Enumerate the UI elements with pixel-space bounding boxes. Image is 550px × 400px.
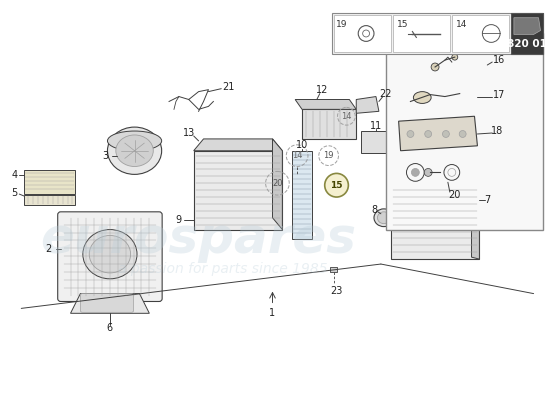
Bar	[24, 195, 75, 205]
Bar	[334, 15, 390, 52]
Bar	[386, 32, 543, 230]
Bar	[329, 267, 337, 272]
Text: 820 01: 820 01	[507, 39, 547, 49]
Text: 23: 23	[331, 286, 343, 296]
Text: 16: 16	[493, 55, 505, 65]
Circle shape	[431, 63, 439, 71]
Text: a passion for parts since 1985: a passion for parts since 1985	[118, 262, 328, 276]
Bar	[452, 15, 509, 52]
Text: 14: 14	[292, 151, 302, 160]
FancyBboxPatch shape	[58, 212, 162, 302]
Text: eurospares: eurospares	[41, 216, 356, 264]
Bar	[302, 109, 356, 139]
Polygon shape	[70, 294, 150, 313]
Ellipse shape	[374, 209, 394, 227]
Bar	[393, 15, 450, 52]
Ellipse shape	[414, 92, 431, 104]
Bar	[511, 13, 543, 54]
Text: 22: 22	[379, 88, 392, 98]
Text: 10: 10	[296, 140, 308, 150]
Ellipse shape	[89, 236, 130, 273]
Text: 11: 11	[370, 121, 382, 131]
Text: 20: 20	[449, 190, 461, 200]
Polygon shape	[399, 116, 477, 151]
Text: 13: 13	[183, 128, 195, 138]
Text: 14: 14	[456, 20, 468, 29]
Text: 19: 19	[323, 151, 334, 160]
Text: 6: 6	[107, 323, 113, 333]
Bar	[24, 170, 75, 194]
Text: 15: 15	[331, 181, 343, 190]
Text: 15: 15	[397, 20, 408, 29]
Circle shape	[424, 168, 432, 176]
Ellipse shape	[116, 135, 153, 166]
Text: 19: 19	[336, 20, 347, 29]
Polygon shape	[514, 18, 541, 34]
Circle shape	[407, 130, 414, 138]
Ellipse shape	[107, 131, 162, 151]
Bar	[390, 185, 480, 259]
Text: 12: 12	[316, 85, 328, 95]
FancyBboxPatch shape	[80, 294, 134, 312]
Text: 8: 8	[371, 205, 377, 215]
Text: 17: 17	[493, 90, 505, 100]
Text: 1: 1	[270, 308, 276, 318]
Polygon shape	[295, 100, 356, 109]
Text: 4: 4	[12, 170, 18, 180]
Text: 3: 3	[102, 151, 108, 161]
Polygon shape	[390, 175, 480, 185]
Text: 7: 7	[484, 195, 491, 205]
Text: 9: 9	[176, 215, 182, 225]
Polygon shape	[272, 139, 282, 230]
Text: 18: 18	[491, 126, 503, 136]
Polygon shape	[194, 139, 282, 151]
Bar	[194, 151, 282, 230]
Circle shape	[425, 130, 432, 138]
Circle shape	[452, 54, 458, 60]
Text: 2: 2	[46, 244, 52, 254]
Circle shape	[442, 130, 449, 138]
Ellipse shape	[377, 212, 390, 224]
Text: 21: 21	[222, 82, 234, 92]
Text: 20: 20	[272, 179, 283, 188]
Bar	[332, 13, 543, 54]
Polygon shape	[471, 175, 480, 259]
Text: 14: 14	[341, 112, 351, 121]
Text: 5: 5	[11, 188, 18, 198]
Circle shape	[459, 130, 466, 138]
Circle shape	[324, 173, 348, 197]
Ellipse shape	[107, 127, 162, 174]
Circle shape	[411, 168, 419, 176]
Bar	[361, 131, 390, 153]
Polygon shape	[292, 151, 312, 240]
Ellipse shape	[83, 230, 137, 279]
Polygon shape	[356, 96, 379, 113]
